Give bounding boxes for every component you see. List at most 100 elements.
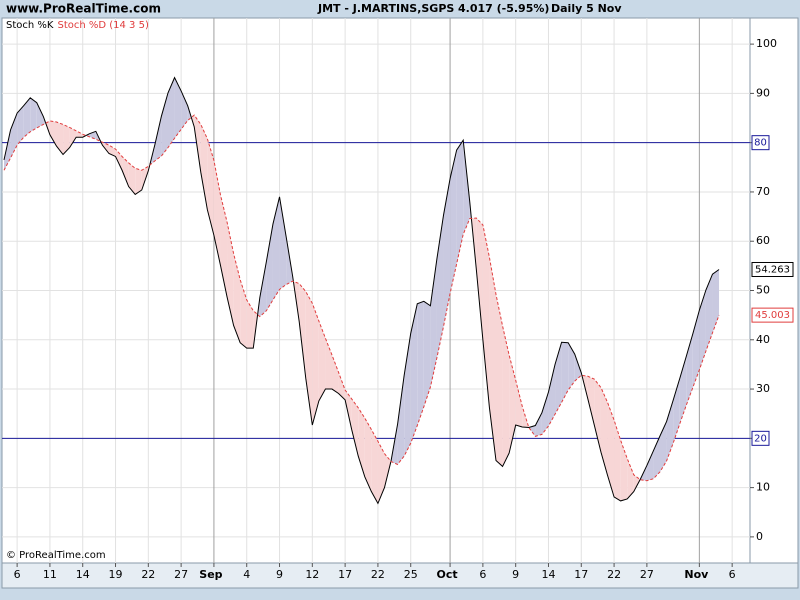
band-fill (509, 355, 516, 454)
band-fill (404, 333, 411, 457)
band-fill (174, 77, 182, 139)
band-fill (489, 257, 496, 461)
band-fill (561, 342, 569, 403)
band-fill (312, 303, 319, 426)
band-fill (666, 400, 674, 461)
band-fill (482, 224, 490, 408)
band-fill (115, 149, 123, 171)
x-tick-label: 6 (479, 568, 486, 581)
band-fill (266, 223, 273, 311)
band-fill (568, 342, 575, 391)
band-fill (161, 92, 168, 156)
band-fill (574, 354, 582, 382)
level-label: 80 (754, 138, 767, 149)
band-fill (338, 372, 346, 400)
x-tick-label: 17 (338, 568, 352, 581)
x-tick-label: 6 (14, 568, 21, 581)
y-tick-label: 90 (756, 86, 770, 99)
band-fill (76, 130, 83, 138)
band-fill (10, 113, 18, 158)
legend-entry: Stoch %D (14 3 5) (57, 20, 148, 31)
x-tick-label: 4 (243, 568, 250, 581)
chart-title: JMT - J.MARTINS,SGPS (317, 2, 454, 15)
x-tick-label: 11 (43, 568, 57, 581)
band-fill (423, 301, 431, 407)
band-fill (299, 283, 306, 379)
x-tick-label: 9 (512, 568, 519, 581)
band-fill (279, 196, 287, 290)
source: www.ProRealTime.com (6, 2, 161, 16)
series-line (3, 76, 720, 505)
band-fill (345, 390, 352, 430)
band-fill (122, 156, 129, 187)
band-fill (318, 321, 326, 401)
band-fill (325, 338, 332, 390)
band-fill (168, 77, 175, 148)
band-fill (36, 102, 44, 128)
level-box (751, 135, 770, 151)
band-fill (358, 407, 365, 477)
band-fill (364, 418, 372, 492)
band-fill (56, 121, 64, 155)
x-tick-label: 22 (607, 568, 621, 581)
band-fill (49, 120, 57, 147)
band-fill (607, 402, 615, 497)
period: Daily 5 Nov (551, 2, 622, 15)
y-axis-area (749, 17, 799, 564)
band-fill (450, 150, 457, 294)
band-fill (541, 392, 549, 435)
band-fill (660, 421, 667, 472)
band-fill (23, 97, 31, 138)
last-value-box (751, 307, 794, 323)
y-tick-label: 30 (756, 382, 770, 395)
y-tick-label: 40 (756, 333, 770, 346)
band-fill (705, 274, 713, 352)
band-fill (712, 269, 720, 333)
band-fill (128, 162, 136, 195)
lines (3, 76, 720, 505)
x-tick-label: 22 (141, 568, 155, 581)
band-fill (213, 160, 221, 266)
level-label: 20 (754, 433, 767, 444)
x-tick-label: Nov (684, 568, 709, 581)
band-fill (410, 303, 418, 444)
series-line (3, 114, 720, 482)
band-fill (272, 196, 280, 300)
x-tick-label: 27 (640, 568, 654, 581)
band-fill (207, 138, 214, 236)
band-fill (502, 325, 510, 467)
x-tick-label: 27 (174, 568, 188, 581)
y-tick-label: 10 (756, 481, 770, 494)
band-fill (515, 380, 523, 427)
band-fill (371, 429, 378, 504)
band-fill (476, 218, 483, 340)
last-value-box (751, 261, 794, 277)
x-axis-area (1, 562, 799, 589)
band-fill (305, 291, 313, 426)
band-fill (240, 279, 247, 349)
band-fill (535, 412, 542, 437)
band-fill (673, 378, 680, 444)
x-tick-label: 14 (76, 568, 90, 581)
x-tick-label: 14 (541, 568, 555, 581)
x-tick-label: 19 (109, 568, 123, 581)
footer: © ProRealTime.com (6, 550, 106, 561)
legend-entry: Stoch %K (6, 20, 54, 31)
x-tick-label: 25 (404, 568, 418, 581)
band-fill (69, 127, 77, 148)
axes: 0 10 20 30 40 50 60 70 80 90 100 6 11 14 19 22 27 Sep 4 9 12… (14, 37, 794, 581)
band-fill (200, 124, 208, 210)
band-fill (614, 420, 621, 501)
last-value-label: 45.003 (755, 310, 790, 321)
band-fill (548, 364, 556, 427)
band-fill (397, 375, 405, 465)
band-fill (600, 387, 608, 476)
band-fill (246, 299, 254, 349)
band-fill (443, 178, 451, 327)
y-tick-label: 60 (756, 234, 770, 247)
band-fill (646, 450, 654, 481)
band-fill (233, 253, 241, 343)
y-tick-label: 100 (756, 37, 777, 50)
band-fill (154, 116, 162, 161)
